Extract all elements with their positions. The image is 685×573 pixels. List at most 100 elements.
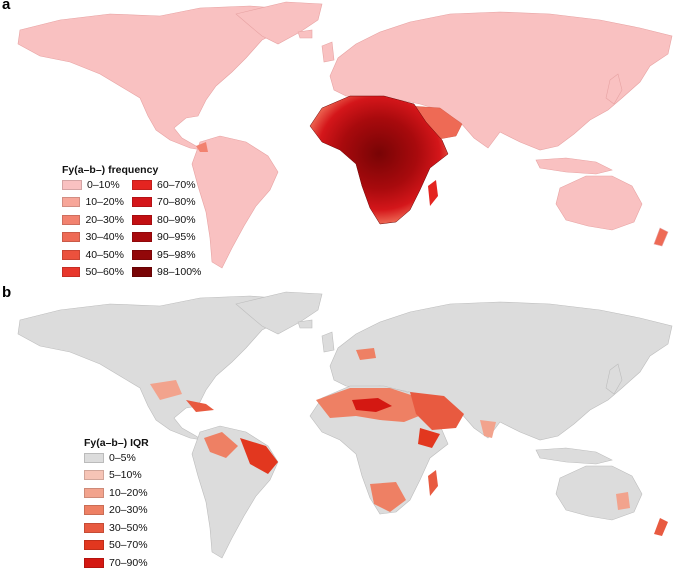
iqr-legend-item: 70–90%: [84, 557, 149, 569]
frequency-legend-item: 0–10%: [62, 179, 124, 191]
frequency-legend-swatch: [62, 179, 82, 190]
southeast-asia-islands-shape: [535, 157, 613, 175]
frequency-legend-item: 70–80%: [132, 196, 212, 209]
north-america-shape: [17, 295, 301, 441]
frequency-legend-item: 98–100%: [132, 266, 212, 279]
new-zealand-shape: [654, 518, 668, 536]
frequency-legend-label: 90–95%: [157, 231, 196, 244]
madagascar-shape: [428, 180, 438, 206]
iqr-legend-swatch: [84, 505, 104, 516]
japan-shape: [605, 363, 623, 395]
frequency-legend-swatch: [132, 197, 152, 208]
iqr-legend-swatch: [84, 487, 104, 498]
british-isles-shape: [321, 41, 335, 63]
frequency-legend-item: 10–20%: [62, 196, 124, 209]
frequency-legend-swatch: [132, 232, 152, 243]
frequency-legend-label: 50–60%: [85, 266, 124, 279]
frequency-legend-item: 30–40%: [62, 231, 124, 244]
frequency-legend-item: 50–60%: [62, 266, 124, 279]
iqr-legend-items: 0–5% 5–10% 10–20% 20–30% 30–50% 50–70% 70–90%: [84, 452, 149, 573]
panel-label-a: a: [2, 0, 11, 13]
frequency-legend-swatch: [62, 267, 81, 278]
frequency-legend-label: 30–40%: [85, 231, 124, 244]
us-southeast-hotspot: [150, 380, 182, 400]
frequency-legend-item: 60–70%: [132, 179, 212, 191]
frequency-legend-label: 40–50%: [85, 248, 124, 261]
frequency-legend-swatch: [132, 179, 152, 190]
iqr-map-panel: b Fy(a–b–) IQR 0–5% 5–10% 10–20% 20–30% 30–5…: [0, 284, 685, 569]
iqr-legend-label: 10–20%: [109, 486, 148, 499]
australia-hotspot: [616, 492, 630, 510]
iqr-legend-swatch: [84, 470, 104, 481]
frequency-legend-label: 98–100%: [157, 266, 202, 279]
iqr-legend-swatch: [84, 540, 104, 551]
frequency-legend-swatch: [62, 232, 81, 243]
iqr-legend-item: 0–5%: [84, 452, 149, 464]
panel-label-b: b: [2, 284, 12, 301]
brazil-hotspot: [240, 438, 278, 474]
japan-shape: [605, 73, 623, 105]
iqr-legend-swatch: [84, 557, 104, 568]
southeast-asia-islands-shape: [535, 447, 613, 465]
frequency-legend-item: 40–50%: [62, 249, 124, 261]
iqr-legend-swatch: [84, 522, 104, 533]
iqr-legend-item: 20–30%: [84, 504, 149, 517]
frequency-legend-label: 60–70%: [157, 178, 196, 191]
frequency-legend-items: 0–10% 10–20% 20–30% 30–40% 40–50% 50–60% 60–70…: [62, 179, 212, 282]
frequency-legend-item: 95–98%: [132, 249, 212, 261]
iqr-legend-label: 5–10%: [109, 469, 142, 482]
australia-shape: [555, 465, 643, 521]
iqr-legend-item: 10–20%: [84, 487, 149, 499]
frequency-legend-swatch: [62, 214, 81, 225]
iqr-legend: Fy(a–b–) IQR 0–5% 5–10% 10–20% 20–30% 30–50%…: [84, 437, 149, 573]
frequency-legend-swatch: [62, 249, 81, 260]
frequency-legend-label: 95–98%: [157, 248, 196, 261]
iqr-legend-item: 30–50%: [84, 522, 149, 534]
iqr-legend-title: Fy(a–b–) IQR: [84, 437, 149, 449]
frequency-legend-label: 10–20%: [85, 196, 124, 209]
north-america-shape: [17, 5, 301, 151]
frequency-legend-label: 80–90%: [157, 213, 196, 226]
frequency-legend-label: 20–30%: [85, 213, 124, 226]
iqr-world-map: [17, 291, 673, 559]
frequency-legend: Fy(a–b–) frequency 0–10% 10–20% 20–30% 30–4…: [62, 164, 212, 282]
iqr-legend-label: 50–70%: [109, 539, 148, 552]
frequency-map-panel: a Fy(a–b–) frequency 0–10% 10–20% 20–30% 30…: [0, 0, 685, 278]
frequency-legend-swatch: [132, 249, 152, 260]
iceland-shape: [297, 29, 313, 39]
eurasia-shape: [329, 11, 673, 151]
africa-shape: [309, 95, 449, 225]
british-isles-shape: [321, 331, 335, 353]
iqr-legend-item: 50–70%: [84, 539, 149, 552]
frequency-legend-swatch: [132, 267, 152, 278]
new-zealand-shape: [653, 227, 669, 247]
iqr-legend-label: 70–90%: [109, 556, 148, 569]
frequency-legend-swatch: [132, 214, 152, 225]
sahara-core-hotspot: [352, 398, 392, 412]
iqr-hotspots: [150, 348, 668, 536]
frequency-world-map: [17, 1, 673, 269]
australia-shape: [555, 175, 643, 231]
frequency-legend-item: 90–95%: [132, 231, 212, 244]
caribbean-hotspot: [186, 400, 214, 412]
south-america-shape: [191, 135, 279, 269]
central-america-highlight: [196, 142, 208, 152]
frequency-legend-label: 0–10%: [87, 178, 120, 191]
iqr-legend-label: 20–30%: [109, 504, 148, 517]
india-hotspot: [480, 420, 496, 438]
arabia-hotspot: [410, 392, 464, 430]
frequency-legend-label: 70–80%: [157, 196, 196, 209]
andes-hotspot: [204, 432, 238, 458]
eurasia-shape: [329, 301, 673, 441]
iqr-legend-label: 30–50%: [109, 521, 148, 534]
horn-africa-hotspot: [418, 428, 440, 448]
europe-hotspot: [356, 348, 376, 360]
iqr-legend-label: 0–5%: [109, 451, 136, 464]
iqr-legend-item: 5–10%: [84, 469, 149, 482]
iqr-legend-swatch: [84, 452, 104, 463]
frequency-legend-title: Fy(a–b–) frequency: [62, 164, 159, 176]
frequency-legend-item: 80–90%: [132, 214, 212, 226]
southern-africa-hotspot: [370, 482, 406, 512]
madagascar-shape: [428, 470, 438, 496]
frequency-legend-swatch: [62, 197, 81, 208]
